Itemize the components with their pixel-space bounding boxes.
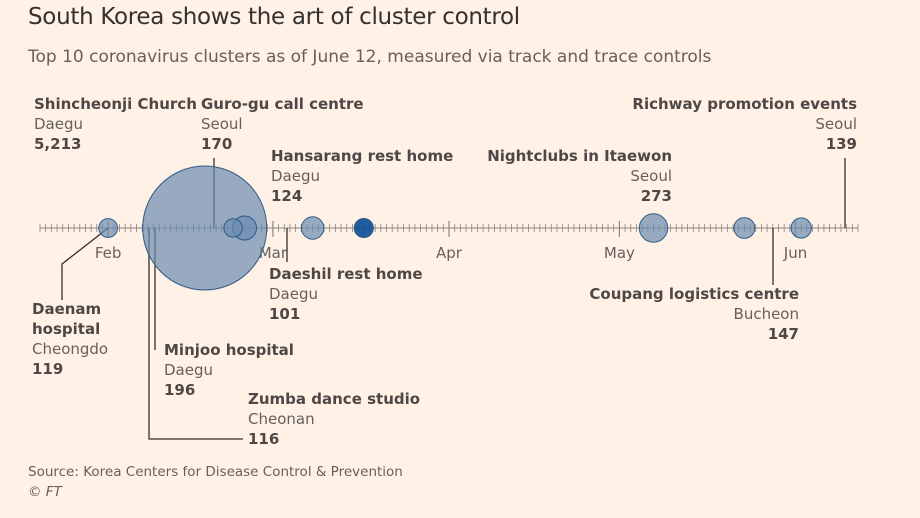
cluster-cases: 170	[201, 135, 232, 153]
cluster-cases: 101	[269, 305, 300, 323]
bubble-zumba-dance-studio	[223, 218, 243, 238]
cluster-name: Hansarang rest home	[271, 147, 453, 165]
cluster-name: Daeshil rest home	[269, 265, 423, 283]
axis-tick-label: Feb	[95, 244, 122, 262]
cluster-cases: 196	[164, 381, 195, 399]
chart-subtitle: Top 10 coronavirus clusters as of June 1…	[28, 47, 712, 67]
cluster-name: Nightclubs in Itaewon	[487, 147, 672, 165]
chart-title: South Korea shows the art of cluster con…	[28, 4, 520, 30]
bubble-richway-promotion-events	[790, 217, 812, 239]
bubble-coupang-logistics-centre	[733, 217, 756, 239]
cluster-cases: 139	[826, 135, 857, 153]
cluster-name: Coupang logistics centre	[589, 285, 799, 303]
label-nightclubs-in-itaewon: Nightclubs in Itaewon Seoul 273	[487, 147, 672, 205]
bubble-guro-gu-call-centre	[300, 216, 325, 240]
label-richway-promotion-events: Richway promotion events Seoul 139	[632, 95, 857, 153]
time-axis: Feb Mar Apr May Jun	[39, 221, 859, 262]
bubble-nightclubs-in-itaewon	[638, 213, 669, 243]
cluster-location: Daegu	[34, 115, 83, 133]
cluster-location: Bucheon	[734, 305, 799, 323]
cluster-name: Minjoo hospital	[164, 341, 294, 359]
label-zumba-dance-studio: Zumba dance studio Cheonan 116	[248, 390, 420, 448]
cluster-name: hospital	[32, 320, 100, 338]
cluster-location: Cheonan	[248, 410, 315, 428]
cluster-name: Daenam	[32, 300, 101, 318]
label-daeshil-rest-home: Daeshil rest home Daegu 101	[269, 265, 423, 323]
axis-tick-label: Mar	[259, 244, 288, 262]
axis-tick-label: Jun	[783, 244, 807, 262]
cluster-cases: 147	[768, 325, 799, 343]
cluster-name: Richway promotion events	[632, 95, 857, 113]
cluster-labels: Shincheonji Church Daegu 5,213 Daenam hospit…	[32, 95, 857, 448]
source-note: Source: Korea Centers for Disease Contro…	[28, 464, 403, 480]
axis-tick-label: Apr	[436, 244, 463, 262]
cluster-name: Shincheonji Church	[34, 95, 197, 113]
cluster-location: Cheongdo	[32, 340, 108, 358]
label-hansarang-rest-home: Hansarang rest home Daegu 124	[271, 147, 453, 205]
label-guro-gu-call-centre: Guro-gu call centre Seoul 170	[201, 95, 364, 153]
cluster-location: Seoul	[815, 115, 857, 133]
cluster-location: Daegu	[269, 285, 318, 303]
cluster-name: Guro-gu call centre	[201, 95, 364, 113]
bubble-daenam-hospital	[98, 218, 119, 238]
cluster-cases: 116	[248, 430, 279, 448]
cluster-cases: 119	[32, 360, 63, 378]
cluster-cases: 124	[271, 187, 302, 205]
credit-note: © FT	[28, 484, 62, 500]
cluster-cases: 5,213	[34, 135, 81, 153]
cluster-location: Daegu	[271, 167, 320, 185]
cluster-location: Daegu	[164, 361, 213, 379]
bubble-daeshil-rest-home	[354, 218, 373, 238]
label-shincheonji-church: Shincheonji Church Daegu 5,213	[34, 95, 197, 153]
axis-tick-label: May	[604, 244, 635, 262]
label-coupang-logistics-centre: Coupang logistics centre Bucheon 147	[589, 285, 799, 343]
cluster-cases: 273	[641, 187, 672, 205]
cluster-location: Seoul	[630, 167, 672, 185]
label-daenam-hospital: Daenam hospital Cheongdo 119	[32, 300, 108, 378]
cluster-bubbles	[98, 165, 812, 291]
leader-line	[148, 228, 243, 440]
label-minjoo-hospital: Minjoo hospital Daegu 196	[164, 341, 294, 399]
cluster-location: Seoul	[201, 115, 243, 133]
bubble-shincheonji-church	[142, 165, 268, 291]
leader-line	[61, 227, 109, 300]
cluster-name: Zumba dance studio	[248, 390, 420, 408]
